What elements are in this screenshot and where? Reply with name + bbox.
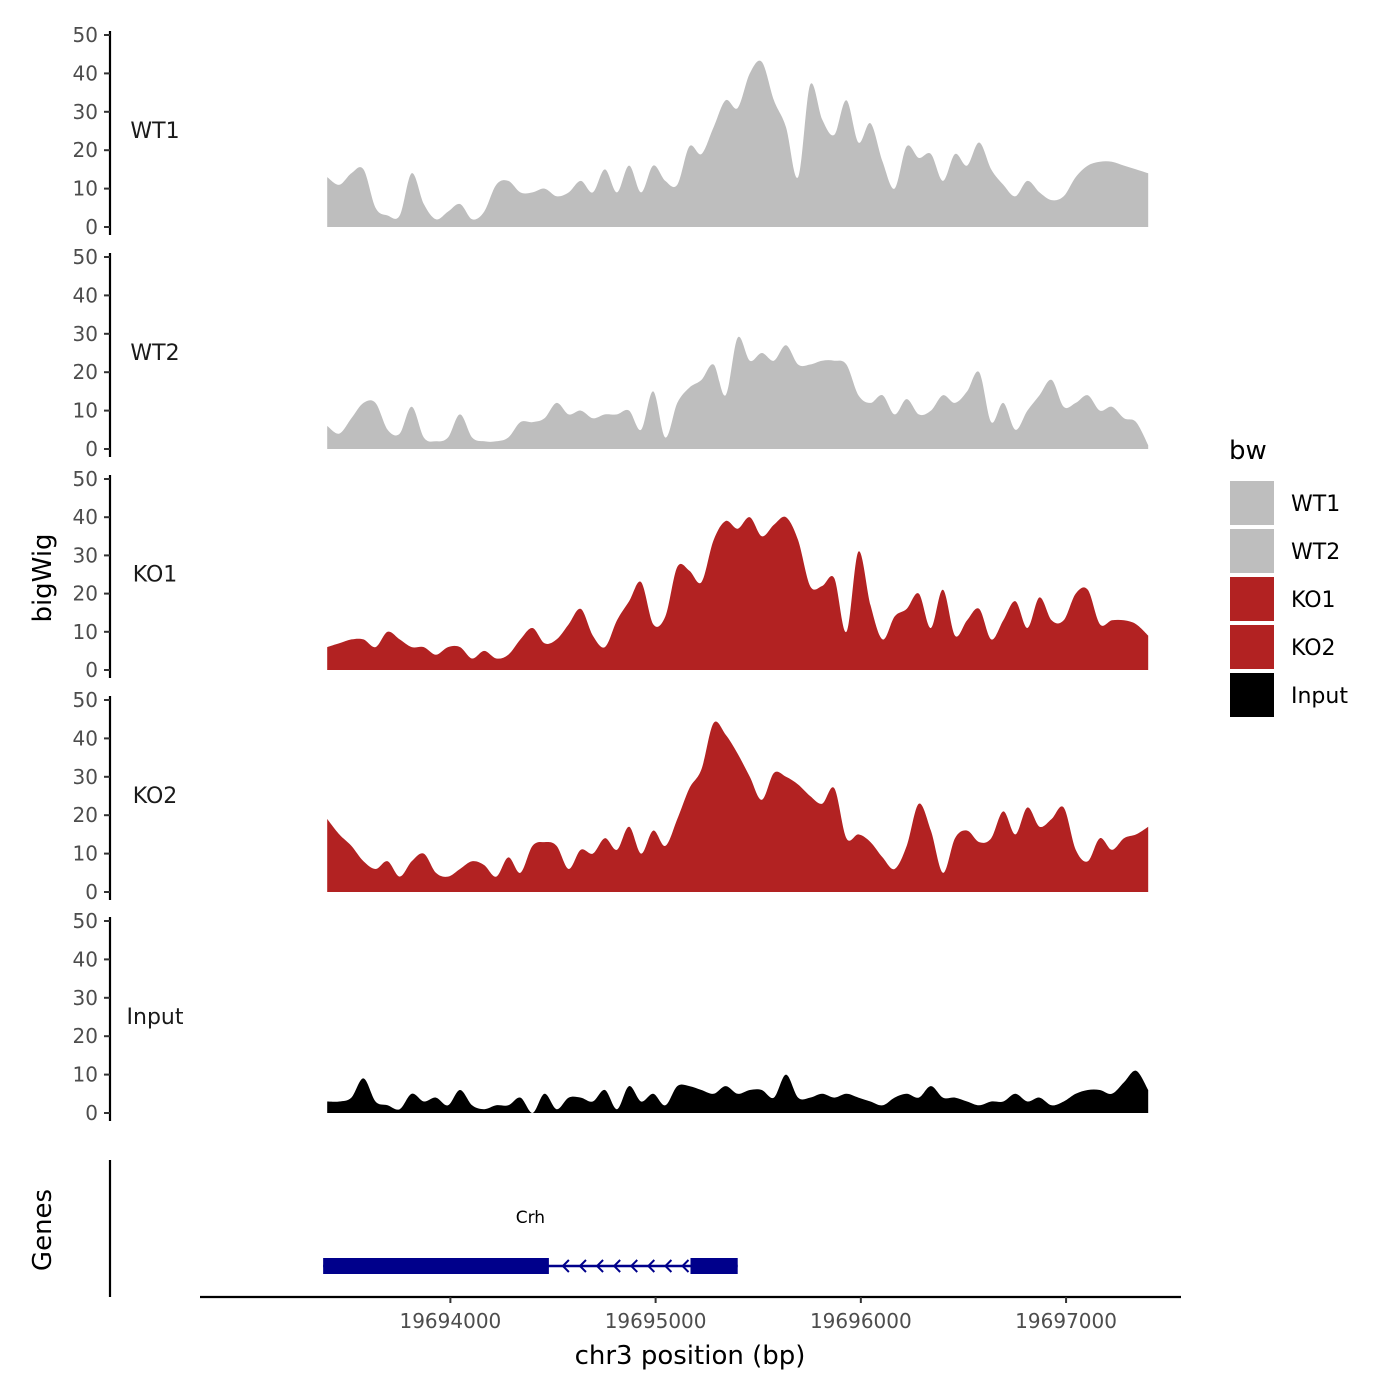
gene-strand-arrow	[663, 1259, 673, 1273]
y-axis-title: bigWig	[28, 533, 58, 622]
gene-strand-arrow	[561, 1259, 570, 1273]
y-tick-label: 40	[73, 726, 98, 750]
legend-title: bw	[1229, 436, 1267, 466]
y-tick-label: 20	[73, 360, 98, 384]
legend-label-wt1: WT1	[1291, 492, 1340, 517]
y-tick-label: 50	[73, 909, 98, 933]
y-tick-label: 30	[73, 765, 98, 789]
track-label-wt2: WT2	[130, 341, 179, 366]
y-tick-label: 50	[73, 688, 98, 712]
y-tick-label: 20	[73, 582, 98, 606]
y-tick-label: 0	[85, 437, 98, 461]
track-area-ko1	[327, 516, 1149, 670]
genes-axis-title: Genes	[28, 1189, 58, 1271]
gene-strand-arrow	[629, 1259, 638, 1273]
x-tick-label: 19694000	[399, 1309, 501, 1333]
y-tick-label: 30	[73, 543, 98, 567]
track-label-input: Input	[127, 1005, 184, 1030]
y-tick-label: 10	[73, 1063, 98, 1087]
x-tick-label: 19696000	[810, 1309, 912, 1333]
y-tick-label: 10	[73, 399, 98, 423]
y-tick-label: 10	[73, 177, 98, 201]
y-tick-label: 20	[73, 138, 98, 162]
gene-exon	[323, 1258, 549, 1274]
track-area-input	[327, 1070, 1149, 1113]
y-tick-label: 10	[73, 842, 98, 866]
y-tick-label: 40	[73, 283, 98, 307]
track-area-ko2	[327, 721, 1149, 892]
legend-label-ko1: KO1	[1291, 588, 1336, 613]
gene-strand-arrow	[578, 1259, 587, 1273]
gene-strand-arrow	[681, 1259, 690, 1273]
y-tick-label: 0	[85, 1101, 98, 1125]
y-tick-label: 30	[73, 322, 98, 346]
legend-label-ko2: KO2	[1291, 636, 1336, 661]
legend-key-input	[1230, 673, 1274, 717]
y-tick-label: 50	[73, 245, 98, 269]
gene-strand-arrow	[595, 1259, 604, 1273]
track-label-wt1: WT1	[130, 119, 179, 144]
gene-label: Crh	[516, 1208, 545, 1228]
legend-key-ko2	[1230, 625, 1274, 669]
x-tick-label: 19695000	[605, 1309, 707, 1333]
y-tick-label: 40	[73, 505, 98, 529]
legend-label-wt2: WT2	[1291, 540, 1340, 565]
gene-strand-arrow	[612, 1259, 621, 1273]
legend-key-ko1	[1230, 577, 1274, 621]
y-tick-label: 0	[85, 880, 98, 904]
legend-label-input: Input	[1291, 684, 1348, 709]
gene-strand-arrow	[646, 1259, 656, 1273]
y-tick-label: 10	[73, 620, 98, 644]
y-tick-label: 20	[73, 1024, 98, 1048]
x-tick-label: 19697000	[1015, 1309, 1117, 1333]
track-area-wt2	[327, 336, 1149, 449]
y-tick-label: 50	[73, 467, 98, 491]
y-tick-label: 40	[73, 947, 98, 971]
track-label-ko2: KO2	[133, 784, 178, 809]
y-tick-label: 30	[73, 986, 98, 1010]
y-tick-label: 20	[73, 803, 98, 827]
track-label-ko1: KO1	[133, 563, 178, 588]
gene-exon	[690, 1258, 738, 1274]
track-area-wt1	[327, 60, 1149, 227]
y-tick-label: 50	[73, 23, 98, 47]
y-tick-label: 0	[85, 215, 98, 239]
legend-key-wt2	[1230, 529, 1274, 573]
x-axis-title: chr3 position (bp)	[575, 1341, 806, 1371]
y-tick-label: 0	[85, 658, 98, 682]
y-tick-label: 40	[73, 61, 98, 85]
y-tick-label: 30	[73, 100, 98, 124]
legend-key-wt1	[1230, 481, 1274, 525]
